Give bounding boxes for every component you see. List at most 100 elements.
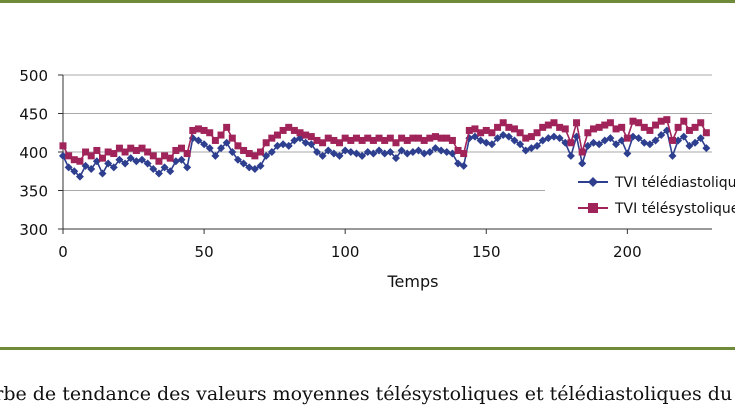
series-point [279,126,287,134]
series-point [657,117,665,125]
series-point [442,148,451,156]
series-point [420,149,429,158]
series-point [166,167,175,176]
series-point [154,169,163,178]
series-point [510,136,519,145]
legend-marker [588,177,598,187]
series-point [336,139,344,147]
series-point [505,123,513,131]
series-point [504,132,513,141]
series-point [296,129,304,137]
series-point [273,131,281,139]
series-point [82,148,90,156]
series-point [584,129,592,137]
bottom-rule [0,347,735,350]
series-point [166,154,174,162]
series-point [369,149,378,158]
series-point [245,150,253,158]
series-point [696,134,705,143]
series-point [132,157,141,166]
series-point [510,125,518,133]
series-point [617,136,626,145]
series-point [606,134,615,143]
series-point [65,152,73,160]
series-point [482,138,491,147]
series-point [234,142,242,150]
series-point [177,155,186,164]
series-point [494,123,502,131]
series-point [59,142,67,150]
series-point [257,148,265,156]
legend-layer: TVI télédiastolique TVI télésystolique [545,167,735,225]
series-point [606,119,614,127]
series-point [426,134,434,142]
x-axis-title: Temps [387,272,439,291]
series-point [544,134,553,143]
series-point [104,159,113,168]
series-point [341,146,350,155]
series-point [245,163,254,172]
series-point [194,125,202,133]
series-point [138,144,146,152]
series-point [578,148,586,156]
series-point [211,151,220,160]
series-point [110,150,118,158]
series-point [99,154,107,162]
series-point [645,140,654,149]
series-point [386,134,394,142]
series-point [115,144,123,152]
series-point [183,150,191,158]
series-point [550,119,558,127]
series-point [668,151,677,160]
series-point [640,138,649,147]
series-point [200,126,208,134]
series-point [567,139,575,147]
series-point [104,148,112,156]
series-point [189,126,197,134]
series-point [652,121,660,129]
series-point [369,136,377,144]
series-point [420,136,428,144]
series-point [81,161,90,170]
series-point [431,133,439,141]
series-point [408,148,417,156]
x-tick-label: 50 [195,243,214,261]
series-point [679,132,688,141]
y-tick-label: 350 [19,183,48,201]
series-point [149,164,158,173]
series-point [539,123,547,131]
y-tick-label: 500 [19,67,48,85]
series-point [302,131,310,139]
series-point [595,140,604,149]
series-point [115,155,124,164]
series-point [205,144,214,153]
series-point [352,134,360,142]
series-point [702,129,710,137]
series-point [651,136,660,145]
series-point [93,146,101,154]
series-point [674,136,683,145]
series-point [251,152,259,160]
y-tick-label: 450 [19,106,48,124]
x-tick-label: 200 [613,243,642,261]
series-point [561,125,569,133]
series-point [250,164,259,173]
series-point [312,148,321,156]
series-point [386,148,395,156]
series-point [634,134,643,143]
series-point [87,152,95,160]
series-point [391,154,400,163]
series-point [161,152,169,160]
series-point [527,133,535,141]
series-point [358,136,366,144]
series-point [75,172,84,181]
series-point [307,140,316,149]
series-point [415,134,423,142]
series-point [499,119,507,127]
trend-chart: 300 350 400 450 500 0 50 100 150 200 TVI télédias… [19,67,735,291]
series-point [155,157,163,165]
series-point [668,136,676,144]
series-point [448,136,456,144]
series-point [240,146,248,154]
series-point [595,123,603,131]
